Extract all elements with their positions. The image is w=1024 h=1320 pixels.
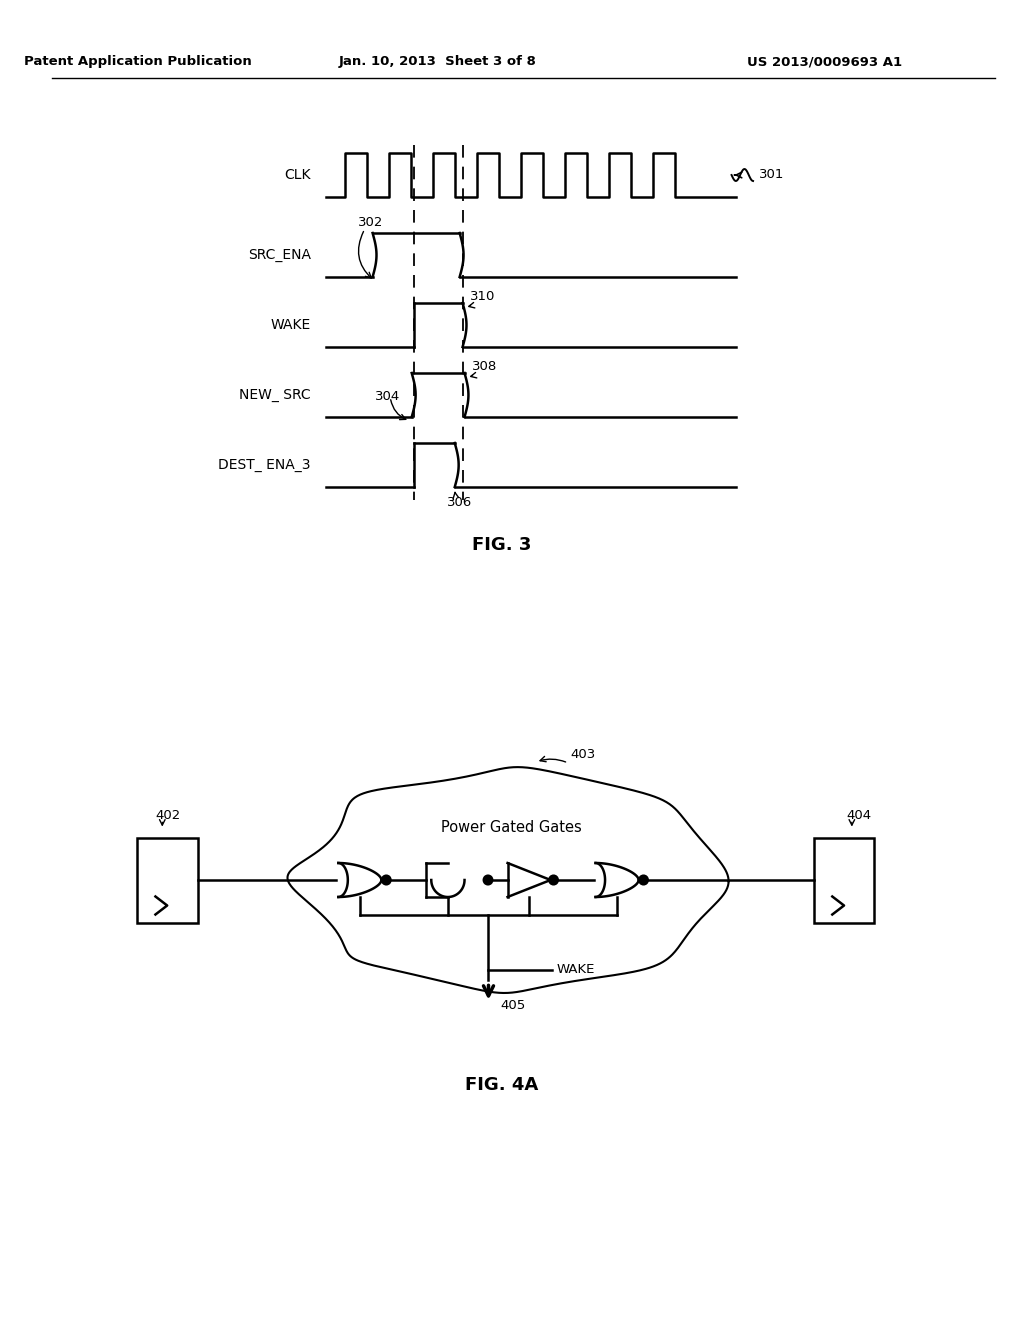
Text: SRC_ENA: SRC_ENA	[248, 248, 311, 261]
Text: CLK: CLK	[285, 168, 311, 182]
Circle shape	[483, 875, 493, 884]
Text: Jan. 10, 2013  Sheet 3 of 8: Jan. 10, 2013 Sheet 3 of 8	[339, 55, 537, 69]
Text: NEW_ SRC: NEW_ SRC	[240, 388, 311, 403]
Text: 402: 402	[156, 809, 180, 822]
Text: 310: 310	[470, 290, 496, 304]
Text: FIG. 3: FIG. 3	[472, 536, 531, 554]
Text: WAKE: WAKE	[557, 964, 595, 975]
Text: Power Gated Gates: Power Gated Gates	[441, 821, 582, 836]
Text: 403: 403	[570, 748, 595, 762]
Text: 405: 405	[501, 999, 525, 1012]
Text: 404: 404	[846, 809, 871, 822]
Text: 301: 301	[759, 169, 784, 181]
Text: FIG. 4A: FIG. 4A	[465, 1076, 539, 1094]
Circle shape	[382, 875, 391, 884]
Text: DEST_ ENA_3: DEST_ ENA_3	[218, 458, 311, 473]
Bar	[814, 837, 874, 923]
Bar	[137, 837, 198, 923]
Circle shape	[549, 875, 558, 884]
Text: 308: 308	[472, 360, 498, 374]
Text: 302: 302	[358, 216, 383, 230]
Circle shape	[639, 875, 648, 884]
Text: Patent Application Publication: Patent Application Publication	[24, 55, 252, 69]
Text: 306: 306	[446, 496, 472, 510]
Text: WAKE: WAKE	[270, 318, 311, 333]
Text: US 2013/0009693 A1: US 2013/0009693 A1	[746, 55, 902, 69]
Text: 304: 304	[375, 391, 399, 404]
